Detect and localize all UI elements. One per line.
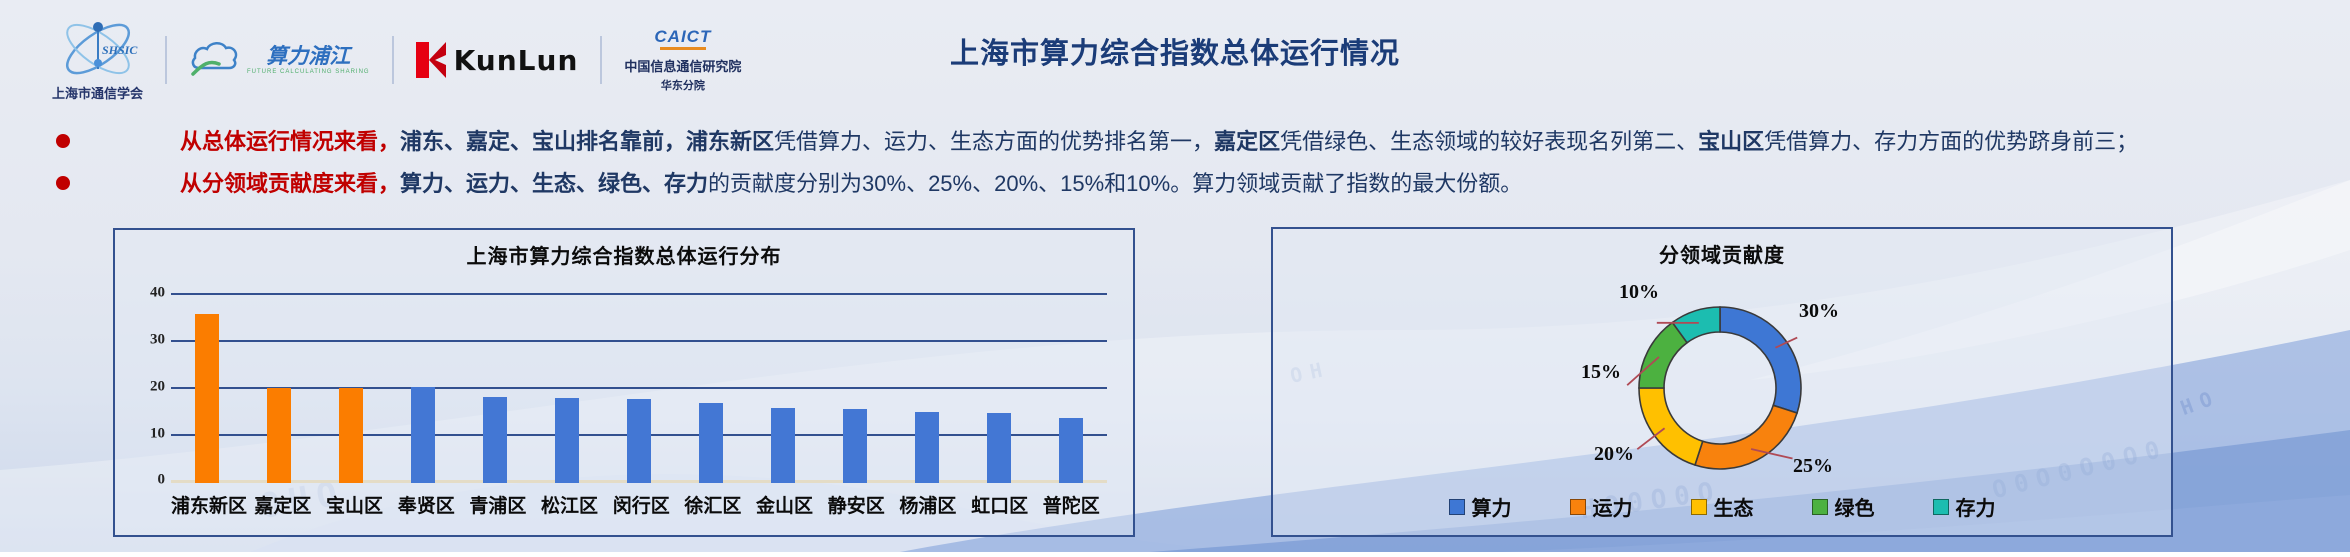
donut-chart-graphic: 30% 25% 20% 15% 10% — [1273, 268, 2171, 504]
bar-静安区 — [843, 409, 867, 483]
legend-swatch-icon — [1691, 499, 1707, 515]
legend-label: 存力 — [1956, 492, 1996, 521]
legend-swatch-icon — [1933, 499, 1949, 515]
bar-slot — [243, 295, 315, 483]
bar-虹口区 — [987, 413, 1011, 484]
bar-宝山区 — [339, 388, 363, 483]
legend-label: 绿色 — [1835, 492, 1875, 521]
x-axis-label: 奉贤区 — [390, 491, 462, 518]
bullet-text: 从分领域贡献度来看，算力、运力、生态、绿色、存力的贡献度分别为30%、25%、2… — [180, 170, 1522, 199]
y-axis-tick-label: 40 — [150, 285, 165, 302]
bar-slot — [747, 295, 819, 483]
bar-slot — [891, 295, 963, 483]
legend-swatch-icon — [1812, 499, 1828, 515]
legend-item-运力: 运力 — [1570, 492, 1633, 521]
y-axis-tick-label: 10 — [150, 426, 165, 443]
legend-label: 算力 — [1472, 492, 1512, 521]
bar-slot — [1035, 295, 1107, 483]
bar-slot — [675, 295, 747, 483]
page-title: 上海市算力综合指数总体运行情况 — [0, 30, 2350, 72]
x-axis-label: 徐汇区 — [677, 491, 749, 518]
x-axis-label: 浦东新区 — [171, 491, 247, 518]
y-axis-tick-label: 20 — [150, 379, 165, 396]
bullet-row: 从总体运行情况来看，浦东、嘉定、宝山排名靠前，浦东新区凭借算力、运力、生态方面的… — [50, 128, 2310, 157]
x-axis-label: 金山区 — [749, 491, 821, 518]
x-axis-label: 静安区 — [820, 491, 892, 518]
bar-松江区 — [555, 398, 579, 483]
x-axis-label: 松江区 — [534, 491, 606, 518]
bullet-row: 从分领域贡献度来看，算力、运力、生态、绿色、存力的贡献度分别为30%、25%、2… — [50, 170, 2310, 199]
x-axis-label: 虹口区 — [964, 491, 1036, 518]
legend-swatch-icon — [1570, 499, 1586, 515]
bar-青浦区 — [483, 397, 507, 483]
bar-chart-x-axis-labels: 浦东新区嘉定区宝山区奉贤区青浦区松江区闵行区徐汇区金山区静安区杨浦区虹口区普陀区 — [171, 491, 1107, 518]
legend-label: 运力 — [1593, 492, 1633, 521]
x-axis-label: 宝山区 — [319, 491, 391, 518]
bar-slot — [531, 295, 603, 483]
legend-item-绿色: 绿色 — [1812, 492, 1875, 521]
x-axis-label: 嘉定区 — [247, 491, 319, 518]
legend-label: 生态 — [1714, 492, 1754, 521]
bar-slot — [963, 295, 1035, 483]
x-axis-label: 普陀区 — [1035, 491, 1107, 518]
bar-嘉定区 — [267, 388, 291, 483]
x-axis-label: 杨浦区 — [892, 491, 964, 518]
bullet-dot-icon — [56, 134, 70, 148]
x-axis-label: 青浦区 — [462, 491, 534, 518]
legend-item-生态: 生态 — [1691, 492, 1754, 521]
legend-item-存力: 存力 — [1933, 492, 1996, 521]
donut-chart-title: 分领域贡献度 — [1273, 239, 2171, 268]
legend-item-算力: 算力 — [1449, 492, 1512, 521]
caict-caption2: 华东分院 — [661, 77, 705, 93]
bar-徐汇区 — [699, 403, 723, 483]
bar-slot — [315, 295, 387, 483]
donut-slice-生态 — [1639, 388, 1703, 465]
donut-slice-算力 — [1720, 307, 1801, 413]
bar-奉贤区 — [411, 387, 435, 483]
bar-slot — [819, 295, 891, 483]
bar-chart-bars — [171, 295, 1107, 483]
donut-percent-label: 25% — [1793, 455, 1833, 477]
bar-slot — [387, 295, 459, 483]
bar-闵行区 — [627, 399, 651, 483]
bar-slot — [603, 295, 675, 483]
bar-slot — [459, 295, 531, 483]
donut-chart-legend: 算力 运力 生态 绿色 存力 — [1273, 492, 2171, 521]
donut-percent-label: 20% — [1594, 443, 1634, 465]
bullet-text: 从总体运行情况来看，浦东、嘉定、宝山排名靠前，浦东新区凭借算力、运力、生态方面的… — [180, 128, 2138, 157]
bar-杨浦区 — [915, 412, 939, 483]
donut-slice-运力 — [1695, 405, 1797, 469]
bar-浦东新区 — [195, 314, 219, 483]
shsic-caption: 上海市通信学会 — [52, 83, 143, 102]
donut-percent-label: 15% — [1581, 361, 1621, 383]
bar-金山区 — [771, 408, 795, 483]
donut-percent-label: 10% — [1619, 281, 1659, 303]
y-axis-tick-label: 30 — [150, 332, 165, 349]
bullet-dot-icon — [56, 176, 70, 190]
donut-chart-panel: 分领域贡献度 30% 25% 20% 15% 10% 算力 运力 生态 绿色 存力 — [1271, 227, 2173, 537]
y-axis-tick-label: 0 — [158, 472, 166, 489]
bar-普陀区 — [1059, 418, 1083, 483]
bar-chart-title: 上海市算力综合指数总体运行分布 — [115, 240, 1133, 269]
bullet-list: 从总体运行情况来看，浦东、嘉定、宝山排名靠前，浦东新区凭借算力、运力、生态方面的… — [50, 128, 2310, 211]
legend-swatch-icon — [1449, 499, 1465, 515]
watermark-text: HO — [2177, 384, 2223, 420]
x-axis-label: 闵行区 — [605, 491, 677, 518]
donut-percent-label: 30% — [1799, 300, 1839, 322]
bar-slot — [171, 295, 243, 483]
